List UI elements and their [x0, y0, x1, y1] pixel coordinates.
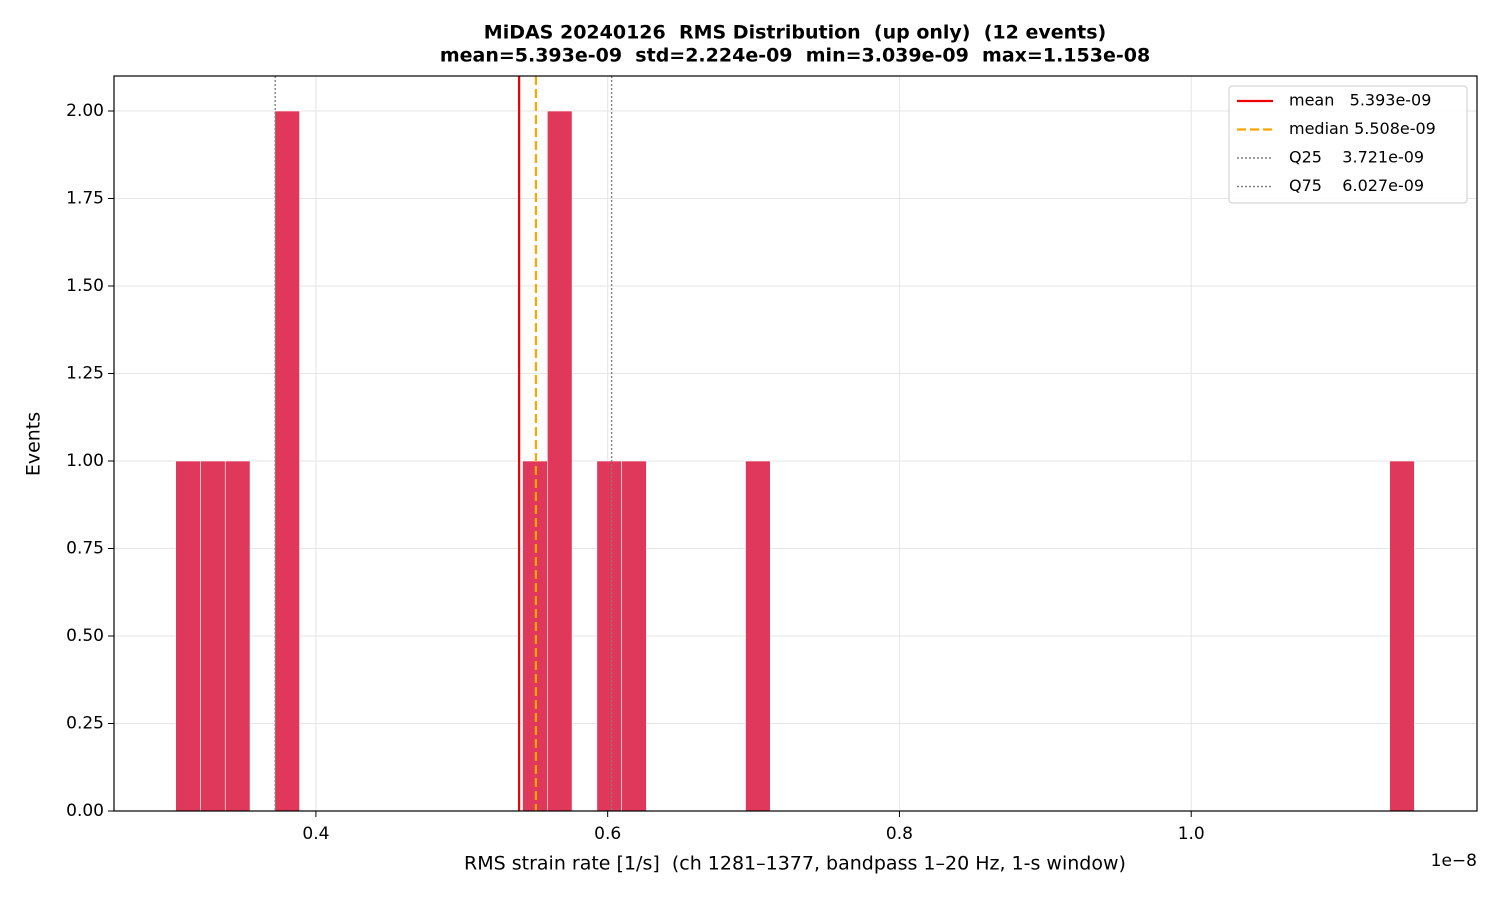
legend-label: median 5.508e-09: [1289, 119, 1436, 138]
bar: [596, 460, 622, 812]
bar: [621, 460, 647, 812]
y-tick-label: 1.75: [66, 189, 104, 209]
x-axis-label: RMS strain rate [1/s] (ch 1281–1377, ban…: [464, 853, 1126, 875]
y-tick-label: 1.50: [66, 276, 104, 296]
bar: [200, 460, 226, 812]
legend-label: mean 5.393e-09: [1289, 91, 1431, 110]
legend-label: Q25 3.721e-09: [1289, 148, 1424, 167]
x-tick-label: 0.8: [886, 824, 913, 844]
bar: [175, 460, 201, 812]
bar: [224, 460, 251, 812]
y-tick-label: 0.75: [66, 539, 104, 559]
bar: [274, 110, 300, 812]
x-tick-label: 1.0: [1178, 824, 1205, 844]
x-offset-text: 1e−8: [1431, 851, 1477, 871]
y-axis-label: Events: [23, 412, 45, 476]
chart-subtitle: mean=5.393e-09 std=2.224e-09 min=3.039e-…: [440, 45, 1150, 67]
legend: mean 5.393e-09 median 5.508e-09 Q25 3.721e…: [1228, 85, 1468, 204]
legend-box: [1228, 85, 1468, 204]
y-tick-label: 1.00: [66, 451, 104, 471]
legend-label: Q75 6.027e-09: [1289, 176, 1424, 195]
x-tick-label: 0.4: [302, 824, 329, 844]
bar: [745, 460, 771, 812]
y-tick-label: 0.25: [66, 714, 104, 734]
y-tick-label: 1.25: [66, 364, 104, 384]
y-tick-label: 2.00: [66, 101, 104, 121]
bar: [547, 110, 573, 812]
y-tick-label: 0.00: [66, 801, 104, 821]
chart-title: MiDAS 20240126 RMS Distribution (up only…: [484, 22, 1106, 44]
y-tick-label: 0.50: [66, 626, 104, 646]
x-tick-label: 0.6: [594, 824, 621, 844]
plot-frame: [113, 75, 1478, 812]
bar: [1389, 460, 1415, 812]
